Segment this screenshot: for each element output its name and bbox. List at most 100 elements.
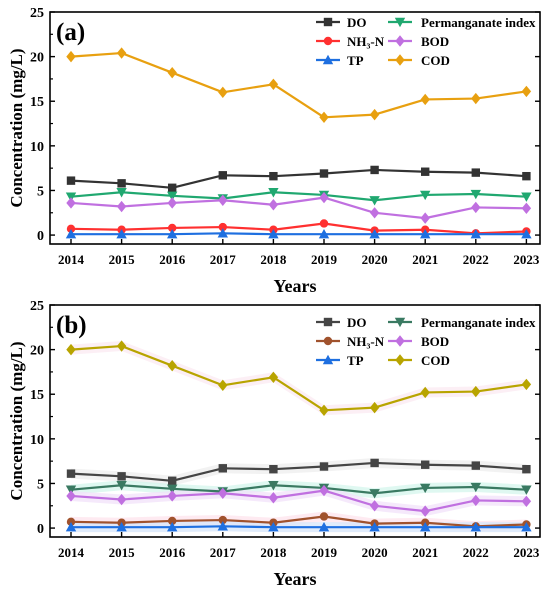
legend-marker: [394, 17, 406, 28]
data-point: [268, 492, 279, 504]
data-point: [420, 93, 430, 106]
series-band: [71, 485, 527, 517]
data-point: [168, 223, 177, 233]
data-point: [369, 401, 380, 414]
legend-marker: [323, 17, 333, 27]
data-point: [268, 199, 279, 211]
legend-label: Permanganate index: [421, 315, 536, 330]
data-point: [218, 171, 227, 180]
data-point: [521, 485, 532, 495]
x-tick-label: 2019: [311, 252, 338, 267]
x-tick-label: 2016: [159, 252, 186, 267]
x-tick-label: 2020: [362, 545, 388, 560]
data-point: [318, 521, 330, 532]
x-axis-title: Years: [274, 276, 317, 296]
data-point: [65, 192, 77, 202]
data-point: [167, 490, 177, 502]
data-point: [369, 228, 380, 239]
data-point: [116, 228, 127, 239]
y-tick-label: 15: [30, 95, 44, 110]
data-point: [218, 222, 227, 232]
x-tick-label: 2022: [463, 545, 489, 560]
data-point: [217, 521, 228, 531]
data-point: [369, 489, 380, 499]
x-tick-label: 2017: [210, 545, 237, 560]
data-point: [66, 469, 76, 478]
y-tick-label: 25: [30, 299, 44, 314]
data-point: [521, 228, 532, 239]
data-point: [369, 196, 380, 206]
data-point: [218, 515, 227, 525]
data-point: [116, 200, 127, 213]
data-point: [168, 516, 177, 526]
series-4: [66, 484, 532, 517]
y-tick-label: 10: [30, 433, 44, 448]
x-tick-label: 2015: [109, 252, 136, 267]
data-point: [521, 495, 532, 508]
data-point: [420, 190, 431, 201]
data-point: [117, 472, 126, 481]
data-point: [66, 517, 76, 527]
data-point: [218, 86, 228, 99]
data-point: [116, 493, 127, 506]
y-tick-label: 20: [30, 344, 44, 359]
data-point: [116, 340, 127, 352]
data-point: [522, 464, 531, 474]
series-5: [66, 47, 532, 123]
series-line: [71, 232, 527, 236]
series-line: [70, 489, 527, 513]
panel-label: (a): [56, 19, 85, 46]
data-point: [167, 66, 177, 79]
legend-label: BOD: [421, 34, 449, 49]
y-tick-label: 10: [30, 140, 44, 155]
x-tick-label: 2022: [463, 252, 489, 267]
data-point: [268, 188, 279, 198]
data-point: [268, 371, 279, 383]
data-point: [370, 458, 379, 468]
y-tick-label: 15: [30, 388, 44, 403]
data-point: [218, 379, 228, 392]
x-tick-label: 2015: [109, 545, 136, 560]
legend-label: COD: [421, 53, 450, 68]
x-tick-label: 2018: [260, 545, 287, 560]
data-point: [369, 108, 380, 121]
y-tick-label: 0: [37, 522, 44, 537]
data-point: [65, 228, 77, 239]
y-tick-label: 20: [30, 51, 44, 66]
data-point: [471, 92, 481, 105]
x-tick-label: 2023: [513, 252, 540, 267]
legend-marker: [323, 336, 333, 346]
legend-marker: [394, 317, 406, 328]
series-line: [70, 461, 527, 482]
data-point: [319, 462, 329, 471]
x-axis-title: Years: [274, 569, 317, 589]
data-point: [420, 386, 430, 399]
data-point: [421, 167, 430, 176]
legend-label: TP: [347, 353, 364, 368]
data-point: [218, 487, 228, 499]
data-point: [369, 500, 380, 512]
legend: DO NH₃-N TP Permanganate index BOD COD: [316, 15, 536, 68]
legend-label: NH₃-N: [347, 334, 385, 349]
x-tick-label: 2014: [58, 252, 85, 267]
legend-label: Permanganate index: [421, 15, 536, 30]
y-axis-title: Concentration (mg/L): [7, 341, 26, 500]
data-point: [521, 202, 532, 215]
series-line: [70, 168, 527, 189]
chart-panel-2: 0 5 10 15 20 25 2014 2015 2016 2017 2018 2019 2020 20…: [7, 299, 541, 589]
series-line: [70, 515, 527, 528]
x-tick-label: 2016: [159, 545, 186, 560]
data-point: [218, 194, 228, 206]
data-point: [66, 224, 76, 234]
data-point: [117, 179, 126, 188]
y-tick-label: 0: [37, 229, 44, 244]
x-tick-label: 2021: [412, 545, 438, 560]
data-point: [471, 461, 480, 470]
data-point: [66, 50, 76, 63]
data-point: [218, 464, 227, 473]
data-point: [319, 191, 329, 204]
legend-marker: [395, 54, 405, 66]
legend: DO NH₃-N TP Permanganate index BOD COD: [316, 315, 536, 368]
legend-label: DO: [347, 15, 367, 30]
